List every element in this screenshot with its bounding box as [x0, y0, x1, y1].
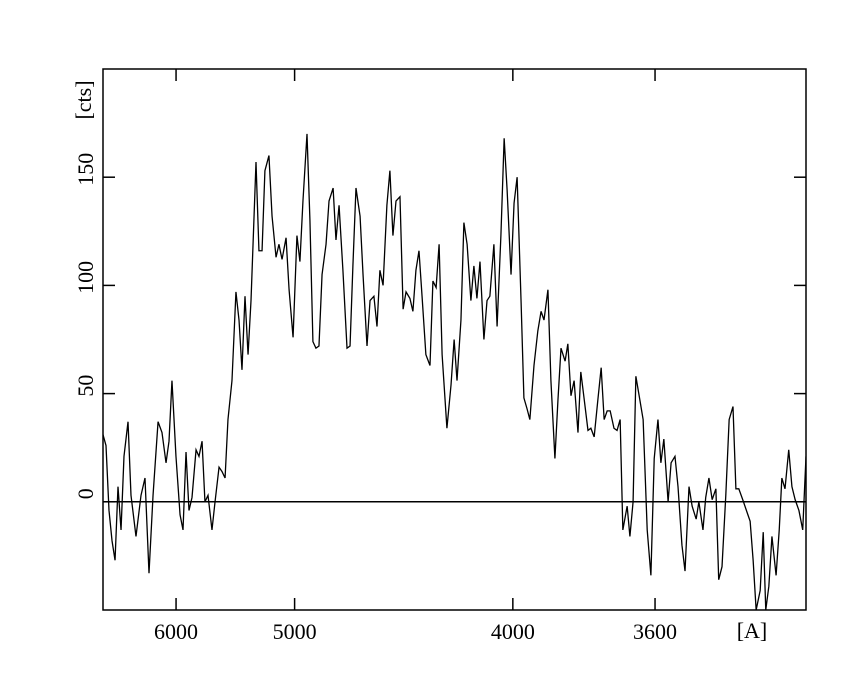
- x-tick-label: 6000: [154, 619, 198, 644]
- y-tick-label: 50: [73, 375, 98, 397]
- plot-frame: [102, 68, 807, 611]
- x-tick-label: 4000: [491, 619, 535, 644]
- y-axis-label: [cts]: [71, 80, 96, 119]
- x-tick-label: 5000: [273, 619, 317, 644]
- x-axis-label: [A]: [737, 618, 768, 643]
- spectrum-line: [103, 133, 806, 610]
- y-tick-label: 0: [73, 488, 98, 499]
- y-tick-label: 150: [73, 153, 98, 186]
- y-tick-label: 100: [73, 261, 98, 294]
- x-tick-label: 3600: [633, 619, 677, 644]
